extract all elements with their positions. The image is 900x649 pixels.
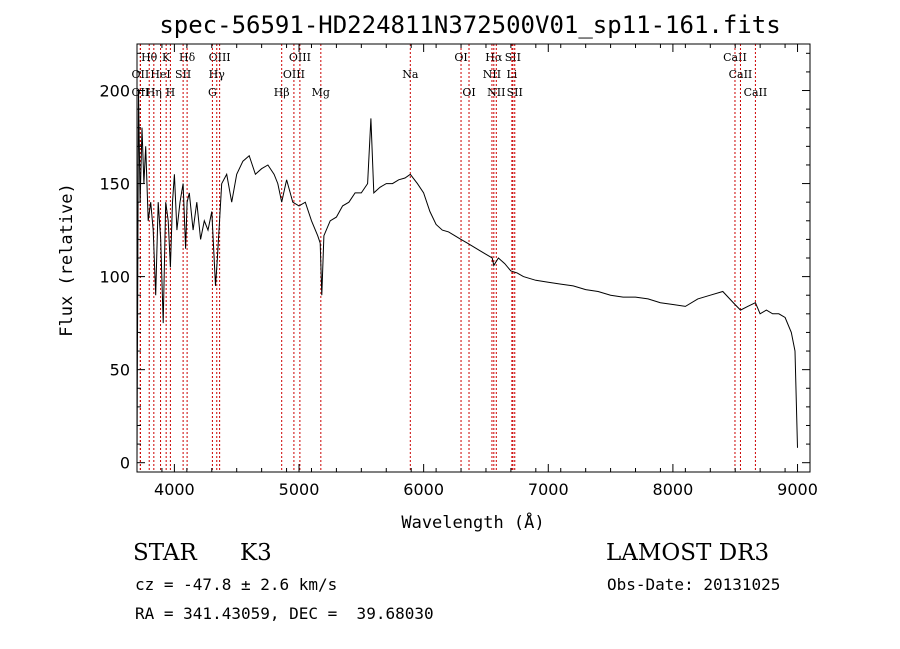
emission-line-label: SII	[505, 51, 521, 64]
x-tick-label: 4000	[154, 480, 195, 499]
emission-line-label: Hθ	[141, 51, 158, 64]
emission-line-label: Mg	[312, 86, 330, 99]
emission-line-label: OIII	[289, 51, 311, 64]
emission-line-label: CaII	[723, 51, 747, 64]
y-tick-label: 0	[120, 454, 130, 473]
emission-line-label: SII	[175, 68, 191, 81]
object-subclass: K3	[240, 540, 272, 566]
emission-line-label: Li	[506, 68, 517, 81]
emission-line-label: OII	[132, 86, 150, 99]
x-axis-label: Wavelength (Å)	[401, 511, 544, 533]
emission-line-label: OIII	[283, 68, 305, 81]
coordinates-text: RA = 341.43059, DEC = 39.68030	[135, 604, 434, 623]
emission-line-label: H	[166, 86, 176, 99]
survey-label: LAMOST DR3	[606, 540, 770, 566]
emission-line-label: NII	[483, 68, 501, 81]
y-tick-label: 150	[99, 175, 130, 194]
emission-line-label: CaII	[729, 68, 753, 81]
object-class: STAR	[133, 540, 197, 566]
y-tick-label: 100	[99, 268, 130, 287]
emission-line-label: Hη	[146, 86, 162, 99]
emission-line-label: Hγ	[209, 68, 226, 81]
x-tick-label: 8000	[653, 480, 694, 499]
obs-date-text: Obs-Date: 20131025	[607, 575, 781, 594]
emission-line-label: K	[162, 51, 171, 64]
emission-line-label: OI	[454, 51, 467, 64]
x-tick-label: 9000	[777, 480, 818, 499]
emission-line-label: CaII	[744, 86, 768, 99]
y-tick-label: 200	[99, 82, 130, 101]
x-tick-label: 6000	[403, 480, 444, 499]
redshift-text: cz = -47.8 ± 2.6 km/s	[135, 575, 338, 594]
emission-line-label: OII	[132, 68, 150, 81]
spectrum-line	[136, 90, 798, 460]
emission-line-label: Na	[402, 68, 419, 81]
emission-line-label: G	[208, 86, 217, 99]
x-tick-label: 7000	[528, 480, 569, 499]
x-tick-label: 5000	[279, 480, 320, 499]
emission-line-label: NII	[487, 86, 505, 99]
plot-frame	[136, 43, 811, 473]
y-axis-label: Flux (relative)	[57, 183, 77, 337]
chart-title: spec-56591-HD224811N372500V01_sp11-161.f…	[159, 11, 780, 39]
emission-line-label: SII	[507, 86, 523, 99]
emission-line-label: Hβ	[274, 86, 290, 99]
emission-line-label: OIII	[209, 51, 231, 64]
emission-line-label: Hα	[485, 51, 503, 64]
emission-line-label: OI	[462, 86, 475, 99]
emission-line-label: Hδ	[179, 51, 196, 64]
y-tick-label: 50	[110, 361, 130, 380]
emission-line-label: HeI	[150, 68, 170, 81]
